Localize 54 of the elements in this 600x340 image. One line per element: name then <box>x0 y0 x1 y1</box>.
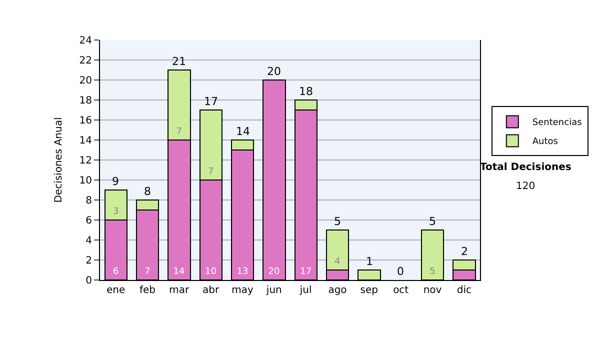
total-label: 2 <box>461 245 468 258</box>
total-label: 21 <box>172 55 186 68</box>
x-tick-label: sep <box>360 285 378 296</box>
total-label: 18 <box>299 85 313 98</box>
x-tick-label: ago <box>328 285 347 296</box>
y-tick-label: 14 <box>79 136 92 146</box>
x-tick-label: jun <box>265 285 282 296</box>
y-tick-label: 0 <box>86 276 92 286</box>
total-label: 20 <box>267 65 281 78</box>
y-tick-label: 10 <box>79 176 92 186</box>
data-label: 6 <box>112 267 119 277</box>
y-tick-label: 6 <box>86 216 92 226</box>
x-tick-label: may <box>232 285 254 296</box>
data-label: 7 <box>176 127 182 137</box>
x-tick-label: abr <box>202 285 220 296</box>
data-label: 7 <box>144 267 150 277</box>
y-tick-label: 4 <box>86 236 92 246</box>
total-label: 8 <box>144 185 151 198</box>
x-tick-label: dic <box>456 285 472 296</box>
legend-label: Autos <box>532 137 558 148</box>
y-tick-label: 12 <box>79 156 92 166</box>
y-tick-label: 22 <box>79 56 92 66</box>
y-tick-label: 16 <box>79 116 92 126</box>
data-label: 20 <box>268 267 280 277</box>
data-label: 7 <box>208 167 214 177</box>
legend-label: Sentencias <box>532 118 582 128</box>
x-tick-label: oct <box>393 285 409 296</box>
x-tick-label: jul <box>298 285 312 296</box>
y-tick-label: 20 <box>79 76 92 86</box>
text: 120 <box>516 181 536 192</box>
total-label: 17 <box>204 95 218 108</box>
total-label: 1 <box>366 255 373 268</box>
data-label: 17 <box>300 267 312 277</box>
x-tick-label: nov <box>423 285 442 296</box>
data-label: 10 <box>204 267 217 277</box>
y-axis-title: Decisiones Anual <box>53 117 64 203</box>
total-label: 5 <box>429 215 436 228</box>
y-tick-label: 24 <box>79 36 92 46</box>
data-label: 5 <box>430 267 436 277</box>
annotation: Total Decisiones <box>480 162 572 173</box>
x-tick-label: feb <box>139 285 156 296</box>
total-label: 9 <box>112 175 119 188</box>
data-label: 14 <box>173 267 186 277</box>
total-label: 0 <box>397 265 404 278</box>
y-tick-label: 8 <box>86 196 92 206</box>
data-label: 4 <box>334 257 340 267</box>
total-label: 14 <box>236 125 250 138</box>
data-label: 13 <box>236 267 248 277</box>
x-tick-label: ene <box>106 285 126 296</box>
total-label: 5 <box>334 215 341 228</box>
y-tick-label: 18 <box>79 96 92 106</box>
y-tick-label: 2 <box>86 256 92 266</box>
data-label: 3 <box>112 207 119 217</box>
x-tick-label: mar <box>169 285 190 296</box>
